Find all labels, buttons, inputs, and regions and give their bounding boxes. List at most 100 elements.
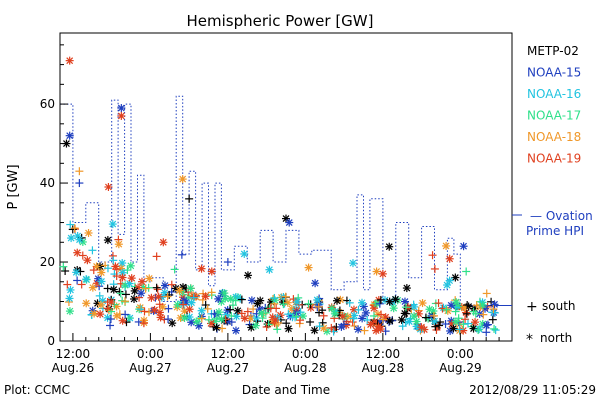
x-tick-time: 0:00 (292, 347, 319, 361)
north-point (412, 322, 421, 331)
north-point (117, 104, 126, 113)
legend-item-noaa-17: NOAA-17 (527, 109, 581, 123)
south-point (212, 314, 221, 323)
x-tick-date: Aug.28 (284, 361, 327, 375)
north-point (65, 56, 74, 65)
north-point (372, 267, 381, 276)
north-point (111, 262, 120, 271)
south-point (284, 310, 293, 319)
north-point (385, 297, 394, 306)
north-point (65, 307, 74, 316)
ovation-label-line1: — Ovation (530, 209, 593, 223)
north-point (207, 267, 216, 276)
south-point (103, 264, 112, 273)
south-point (479, 310, 488, 319)
north-point (226, 294, 235, 303)
north-point (429, 307, 438, 316)
south-point (179, 300, 188, 309)
south-point (306, 317, 315, 326)
south-point (279, 300, 288, 309)
north-point (173, 300, 182, 309)
north-point (104, 183, 113, 191)
legend: METP-02 NOAA-15 NOAA-16 NOAA-17 NOAA-18 NOAA-… (527, 44, 581, 166)
x-tick-time: 0:00 (137, 347, 164, 361)
x-tick-time: 12:00 (56, 347, 91, 361)
north-point (214, 308, 223, 317)
south-point (455, 325, 464, 334)
north-point (445, 276, 454, 285)
south-point (103, 304, 112, 313)
south-point (369, 311, 378, 320)
north-point (402, 284, 411, 293)
south-point (124, 313, 133, 322)
north-point (361, 308, 370, 317)
north-point (72, 268, 81, 277)
south-point (488, 315, 497, 324)
north-point (137, 289, 146, 298)
north-point (145, 274, 154, 283)
south-point (165, 290, 174, 299)
south-point (228, 301, 237, 310)
south-point (139, 319, 148, 328)
north-point (459, 242, 468, 251)
south-point (345, 298, 354, 307)
south-point (167, 280, 176, 289)
y-tick-label: 60 (40, 97, 55, 111)
south-point (89, 266, 98, 275)
north-point (366, 320, 375, 329)
south-point (431, 322, 440, 331)
north-point (478, 301, 487, 310)
south-point (218, 324, 227, 333)
south-key-label: south (542, 299, 576, 313)
south-key-symbol: + (526, 299, 538, 315)
south-point (109, 256, 118, 265)
south-point (106, 321, 115, 330)
north-point (168, 319, 177, 328)
south-point (319, 311, 328, 320)
ovation-line (60, 95, 506, 306)
south-point (68, 225, 77, 234)
north-point (482, 321, 491, 330)
north-point (452, 298, 461, 307)
south-point (434, 299, 443, 308)
x-axis-label: Date and Time (242, 383, 330, 397)
south-point (469, 307, 478, 316)
south-point (327, 323, 336, 332)
south-point (75, 167, 84, 176)
south-point (121, 310, 130, 319)
south-point (185, 194, 194, 203)
north-point (117, 111, 126, 120)
north-point (271, 315, 280, 324)
north-point (374, 322, 383, 331)
north-point (118, 259, 127, 268)
north-point (400, 297, 409, 306)
south-point (272, 304, 281, 313)
north-point (410, 312, 419, 321)
north-point (187, 298, 196, 307)
south-point (490, 308, 499, 317)
x-tick-date: Aug.26 (52, 361, 95, 375)
north-point (338, 312, 347, 321)
south-point (463, 301, 472, 310)
south-point (197, 314, 206, 323)
north-point (65, 294, 74, 303)
north-point (109, 285, 118, 294)
north-point (418, 299, 427, 308)
north-point (451, 317, 460, 326)
north-point (130, 286, 139, 295)
x-tick-time: 0:00 (447, 347, 474, 361)
north-point (240, 314, 249, 323)
south-point (489, 305, 498, 314)
north-point (385, 242, 394, 251)
north-point (197, 264, 206, 273)
north-point (233, 306, 242, 315)
north-point (127, 274, 136, 283)
south-point (430, 264, 439, 273)
south-point (243, 307, 252, 316)
north-point (103, 313, 112, 322)
south-point (203, 304, 212, 313)
south-point (401, 303, 410, 312)
x-tick-time: 12:00 (211, 347, 246, 361)
north-point (313, 295, 322, 304)
north-point (150, 305, 159, 314)
